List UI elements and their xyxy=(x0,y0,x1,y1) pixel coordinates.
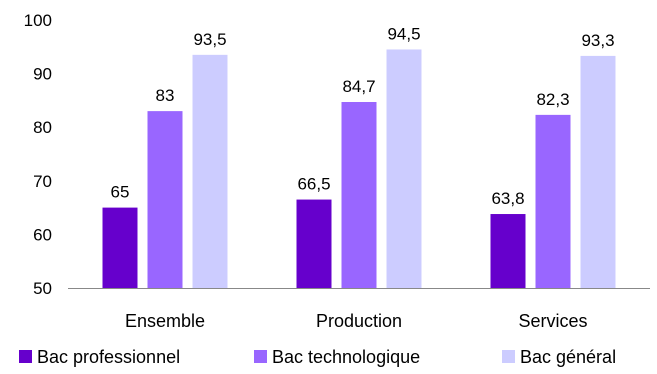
y-tick-label: 80 xyxy=(33,118,52,137)
data-label: 93,5 xyxy=(193,30,226,49)
bar xyxy=(147,111,183,289)
bar xyxy=(192,54,228,289)
legend-swatch xyxy=(19,350,32,363)
x-tick-label: Ensemble xyxy=(125,311,205,331)
x-axis: Ensemble Production Services xyxy=(68,288,650,331)
legend-label: Bac général xyxy=(520,347,616,367)
data-label: 93,3 xyxy=(581,31,614,50)
bar xyxy=(102,207,138,288)
y-tick-label: 50 xyxy=(33,279,52,298)
bar xyxy=(296,199,332,288)
data-label: 84,7 xyxy=(342,77,375,96)
bars: 65 83 93,5 66,5 84,7 94,5 63,8 82,3 93,3 xyxy=(102,24,616,289)
bar xyxy=(386,49,422,289)
legend-swatch xyxy=(254,350,267,363)
y-tick-label: 70 xyxy=(33,172,52,191)
legend-swatch xyxy=(502,350,515,363)
bar xyxy=(341,102,377,289)
legend: Bac professionnel Bac technologique Bac gé… xyxy=(19,347,616,367)
data-label: 65 xyxy=(111,183,130,202)
data-label: 63,8 xyxy=(491,189,524,208)
bar xyxy=(490,214,526,288)
legend-label: Bac technologique xyxy=(272,347,420,367)
bar xyxy=(580,55,616,288)
legend-label: Bac professionnel xyxy=(37,347,180,367)
data-label: 83 xyxy=(156,86,175,105)
data-label: 82,3 xyxy=(536,90,569,109)
x-tick-label: Production xyxy=(316,311,402,331)
y-tick-label: 60 xyxy=(33,225,52,244)
data-label: 94,5 xyxy=(387,24,420,43)
x-tick-label: Services xyxy=(518,311,587,331)
y-tick-label: 90 xyxy=(33,65,52,84)
y-tick-label: 100 xyxy=(24,11,52,30)
data-label: 66,5 xyxy=(297,175,330,194)
bar xyxy=(535,114,571,288)
y-axis: 50 60 70 80 90 100 xyxy=(24,11,52,298)
